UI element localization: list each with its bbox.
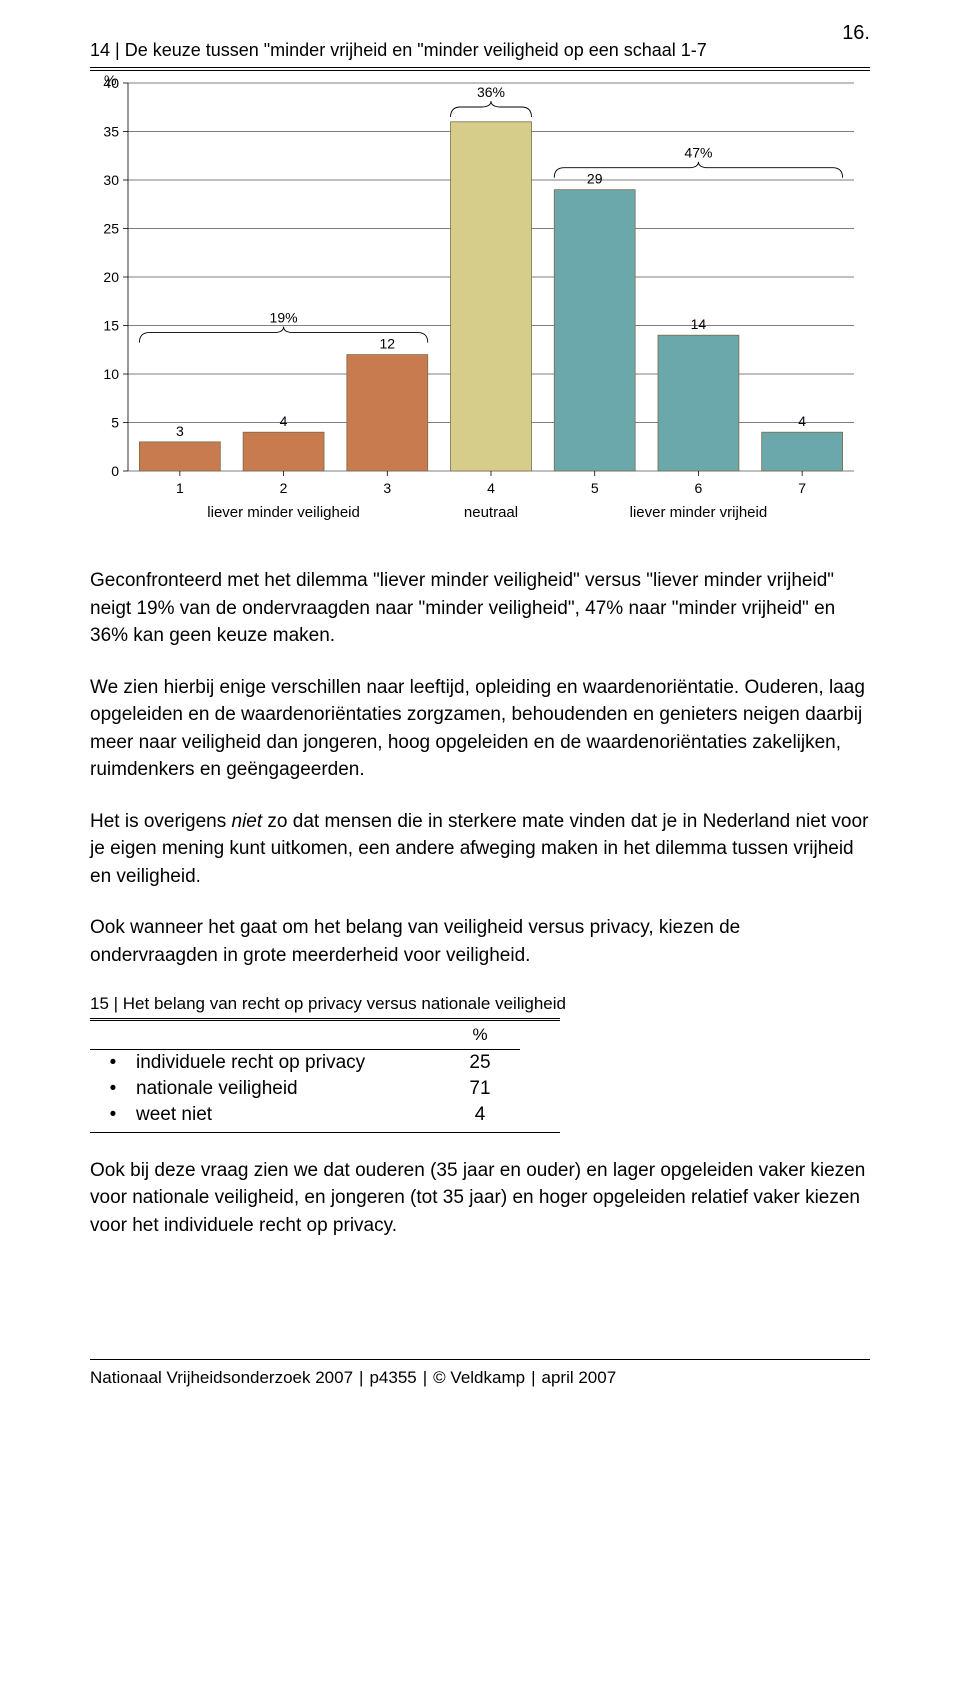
svg-text:1: 1 xyxy=(176,480,184,496)
svg-text:4: 4 xyxy=(798,413,806,429)
footer-a: Nationaal Vrijheidsonderzoek 2007 xyxy=(90,1368,353,1388)
svg-text:29: 29 xyxy=(587,171,603,187)
chart-title: 14 | De keuze tussen "minder vrijheid en… xyxy=(90,40,870,61)
svg-text:30: 30 xyxy=(103,172,119,188)
paragraph-4: Ook wanneer het gaat om het belang van v… xyxy=(90,914,870,969)
bullet-icon: • xyxy=(90,1078,136,1100)
page-number: 16. xyxy=(842,22,870,45)
table-row: •nationale veiligheid71 xyxy=(90,1076,870,1102)
row-label: nationale veiligheid xyxy=(136,1078,440,1100)
svg-text:19%: 19% xyxy=(270,310,298,326)
svg-text:5: 5 xyxy=(591,480,599,496)
row-label: individuele recht op privacy xyxy=(136,1052,440,1074)
svg-text:%: % xyxy=(104,75,116,88)
table-15: 15 | Het belang van recht op privacy ver… xyxy=(90,994,870,1133)
footer-sep2: | xyxy=(423,1368,427,1388)
svg-text:10: 10 xyxy=(103,366,119,382)
title-underline xyxy=(90,67,870,71)
svg-text:3: 3 xyxy=(383,480,391,496)
svg-text:15: 15 xyxy=(103,318,119,334)
row-value: 25 xyxy=(440,1052,520,1074)
svg-text:4: 4 xyxy=(280,413,288,429)
svg-text:5: 5 xyxy=(111,415,119,431)
table-row: •weet niet4 xyxy=(90,1102,870,1128)
svg-text:3: 3 xyxy=(176,423,184,439)
row-value: 4 xyxy=(440,1104,520,1126)
footer-c: © Veldkamp xyxy=(433,1368,525,1388)
p3a: Het is overigens xyxy=(90,811,232,832)
svg-text:14: 14 xyxy=(691,316,707,332)
svg-text:7: 7 xyxy=(798,480,806,496)
svg-text:12: 12 xyxy=(379,336,395,352)
svg-text:25: 25 xyxy=(103,221,119,237)
table-rule-bottom xyxy=(90,1132,560,1133)
svg-text:liever minder vrijheid: liever minder vrijheid xyxy=(630,504,768,521)
svg-text:6: 6 xyxy=(695,480,703,496)
svg-text:47%: 47% xyxy=(684,145,712,161)
svg-text:4: 4 xyxy=(487,480,495,496)
page-footer: Nationaal Vrijheidsonderzoek 2007 | p435… xyxy=(90,1368,870,1388)
paragraph-3: Het is overigens niet zo dat mensen die … xyxy=(90,808,870,891)
row-value: 71 xyxy=(440,1078,520,1100)
footer-sep3: | xyxy=(531,1368,535,1388)
svg-text:35: 35 xyxy=(103,124,119,140)
footer-d: april 2007 xyxy=(542,1368,617,1388)
table-15-title: 15 | Het belang van recht op privacy ver… xyxy=(90,994,870,1014)
table-row: •individuele recht op privacy25 xyxy=(90,1050,870,1076)
svg-text:36%: 36% xyxy=(477,84,505,100)
paragraph-1: Geconfronteerd met het dilemma "liever m… xyxy=(90,567,870,650)
bar-chart-svg: 0510152025303540%314212342951464719%36%4… xyxy=(90,75,870,535)
table-header-row: % xyxy=(90,1021,870,1049)
paragraph-2: We zien hierbij enige verschillen naar l… xyxy=(90,674,870,784)
footer-b: p4355 xyxy=(369,1368,416,1388)
paragraph-5: Ook bij deze vraag zien we dat ouderen (… xyxy=(90,1157,870,1240)
footer-sep1: | xyxy=(359,1368,363,1388)
svg-text:0: 0 xyxy=(111,463,119,479)
p3-italic: niet xyxy=(232,811,263,832)
row-label: weet niet xyxy=(136,1104,440,1126)
svg-text:20: 20 xyxy=(103,269,119,285)
svg-text:2: 2 xyxy=(280,480,288,496)
bullet-icon: • xyxy=(90,1052,136,1074)
footer-rule xyxy=(90,1359,870,1360)
svg-text:neutraal: neutraal xyxy=(464,504,518,521)
bullet-icon: • xyxy=(90,1104,136,1126)
table-header-pct: % xyxy=(440,1025,520,1045)
bar-chart: 0510152025303540%314212342951464719%36%4… xyxy=(90,75,870,535)
svg-text:liever minder veiligheid: liever minder veiligheid xyxy=(207,504,360,521)
